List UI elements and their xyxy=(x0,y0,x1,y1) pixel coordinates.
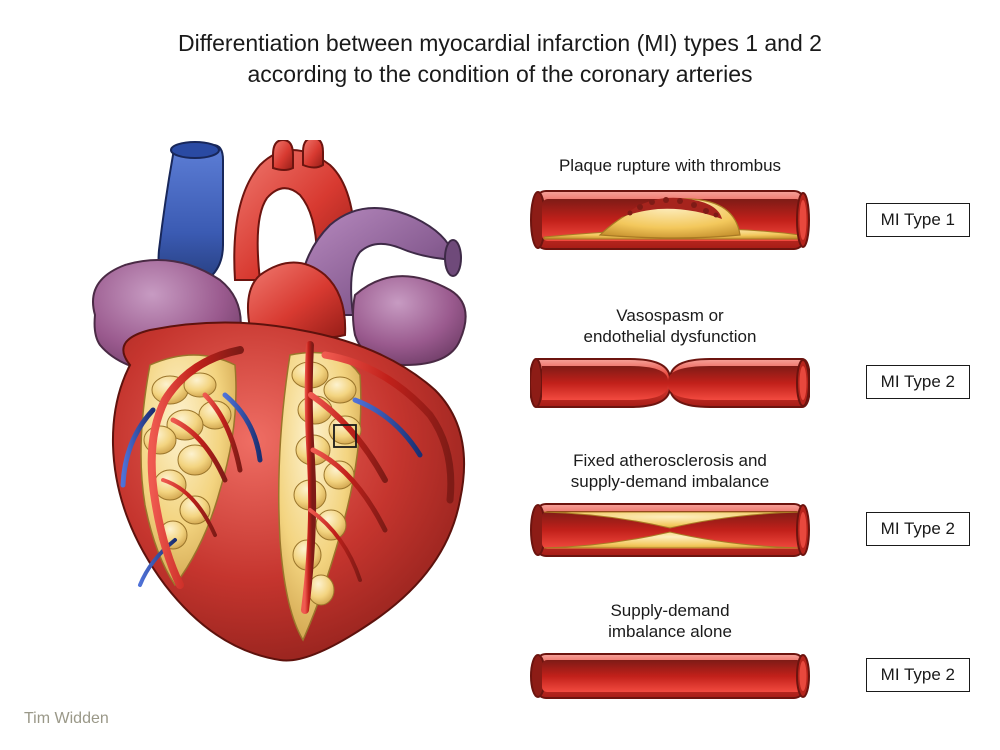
vessel-normal xyxy=(530,648,810,704)
heart-illustration xyxy=(55,140,485,670)
caption-normal-text: Supply-demand imbalance alone xyxy=(608,601,732,641)
caption-normal: Supply-demand imbalance alone xyxy=(530,600,810,643)
caption-vasospasm-text: Vasospasm or endothelial dysfunction xyxy=(584,306,757,346)
vessel-athero xyxy=(530,498,810,562)
condition-row-athero: Fixed atherosclerosis and supply-demand … xyxy=(530,450,970,600)
caption-vasospasm: Vasospasm or endothelial dysfunction xyxy=(530,305,810,348)
conditions-column: Plaque rupture with thrombus xyxy=(530,155,970,740)
type-box-mi2-a: MI Type 2 xyxy=(866,365,970,399)
caption-athero: Fixed atherosclerosis and supply-demand … xyxy=(530,450,810,493)
title-line-1: Differentiation between myocardial infar… xyxy=(178,30,822,56)
page-title: Differentiation between myocardial infar… xyxy=(0,28,1000,90)
vessel-plaque-thrombus xyxy=(530,185,810,255)
condition-row-plaque-thrombus: Plaque rupture with thrombus xyxy=(530,155,970,305)
condition-row-normal: Supply-demand imbalance alone MI Type 2 xyxy=(530,600,970,740)
vessel-vasospasm xyxy=(530,353,810,413)
title-line-2: according to the condition of the corona… xyxy=(247,61,752,87)
credit: Tim Widden xyxy=(24,710,109,728)
type-box-mi1: MI Type 1 xyxy=(866,203,970,237)
caption-athero-text: Fixed atherosclerosis and supply-demand … xyxy=(571,451,769,491)
type-box-mi2-b: MI Type 2 xyxy=(866,512,970,546)
type-box-mi2-c: MI Type 2 xyxy=(866,658,970,692)
condition-row-vasospasm: Vasospasm or endothelial dysfunction MI … xyxy=(530,305,970,450)
caption-plaque-thrombus: Plaque rupture with thrombus xyxy=(530,155,810,176)
